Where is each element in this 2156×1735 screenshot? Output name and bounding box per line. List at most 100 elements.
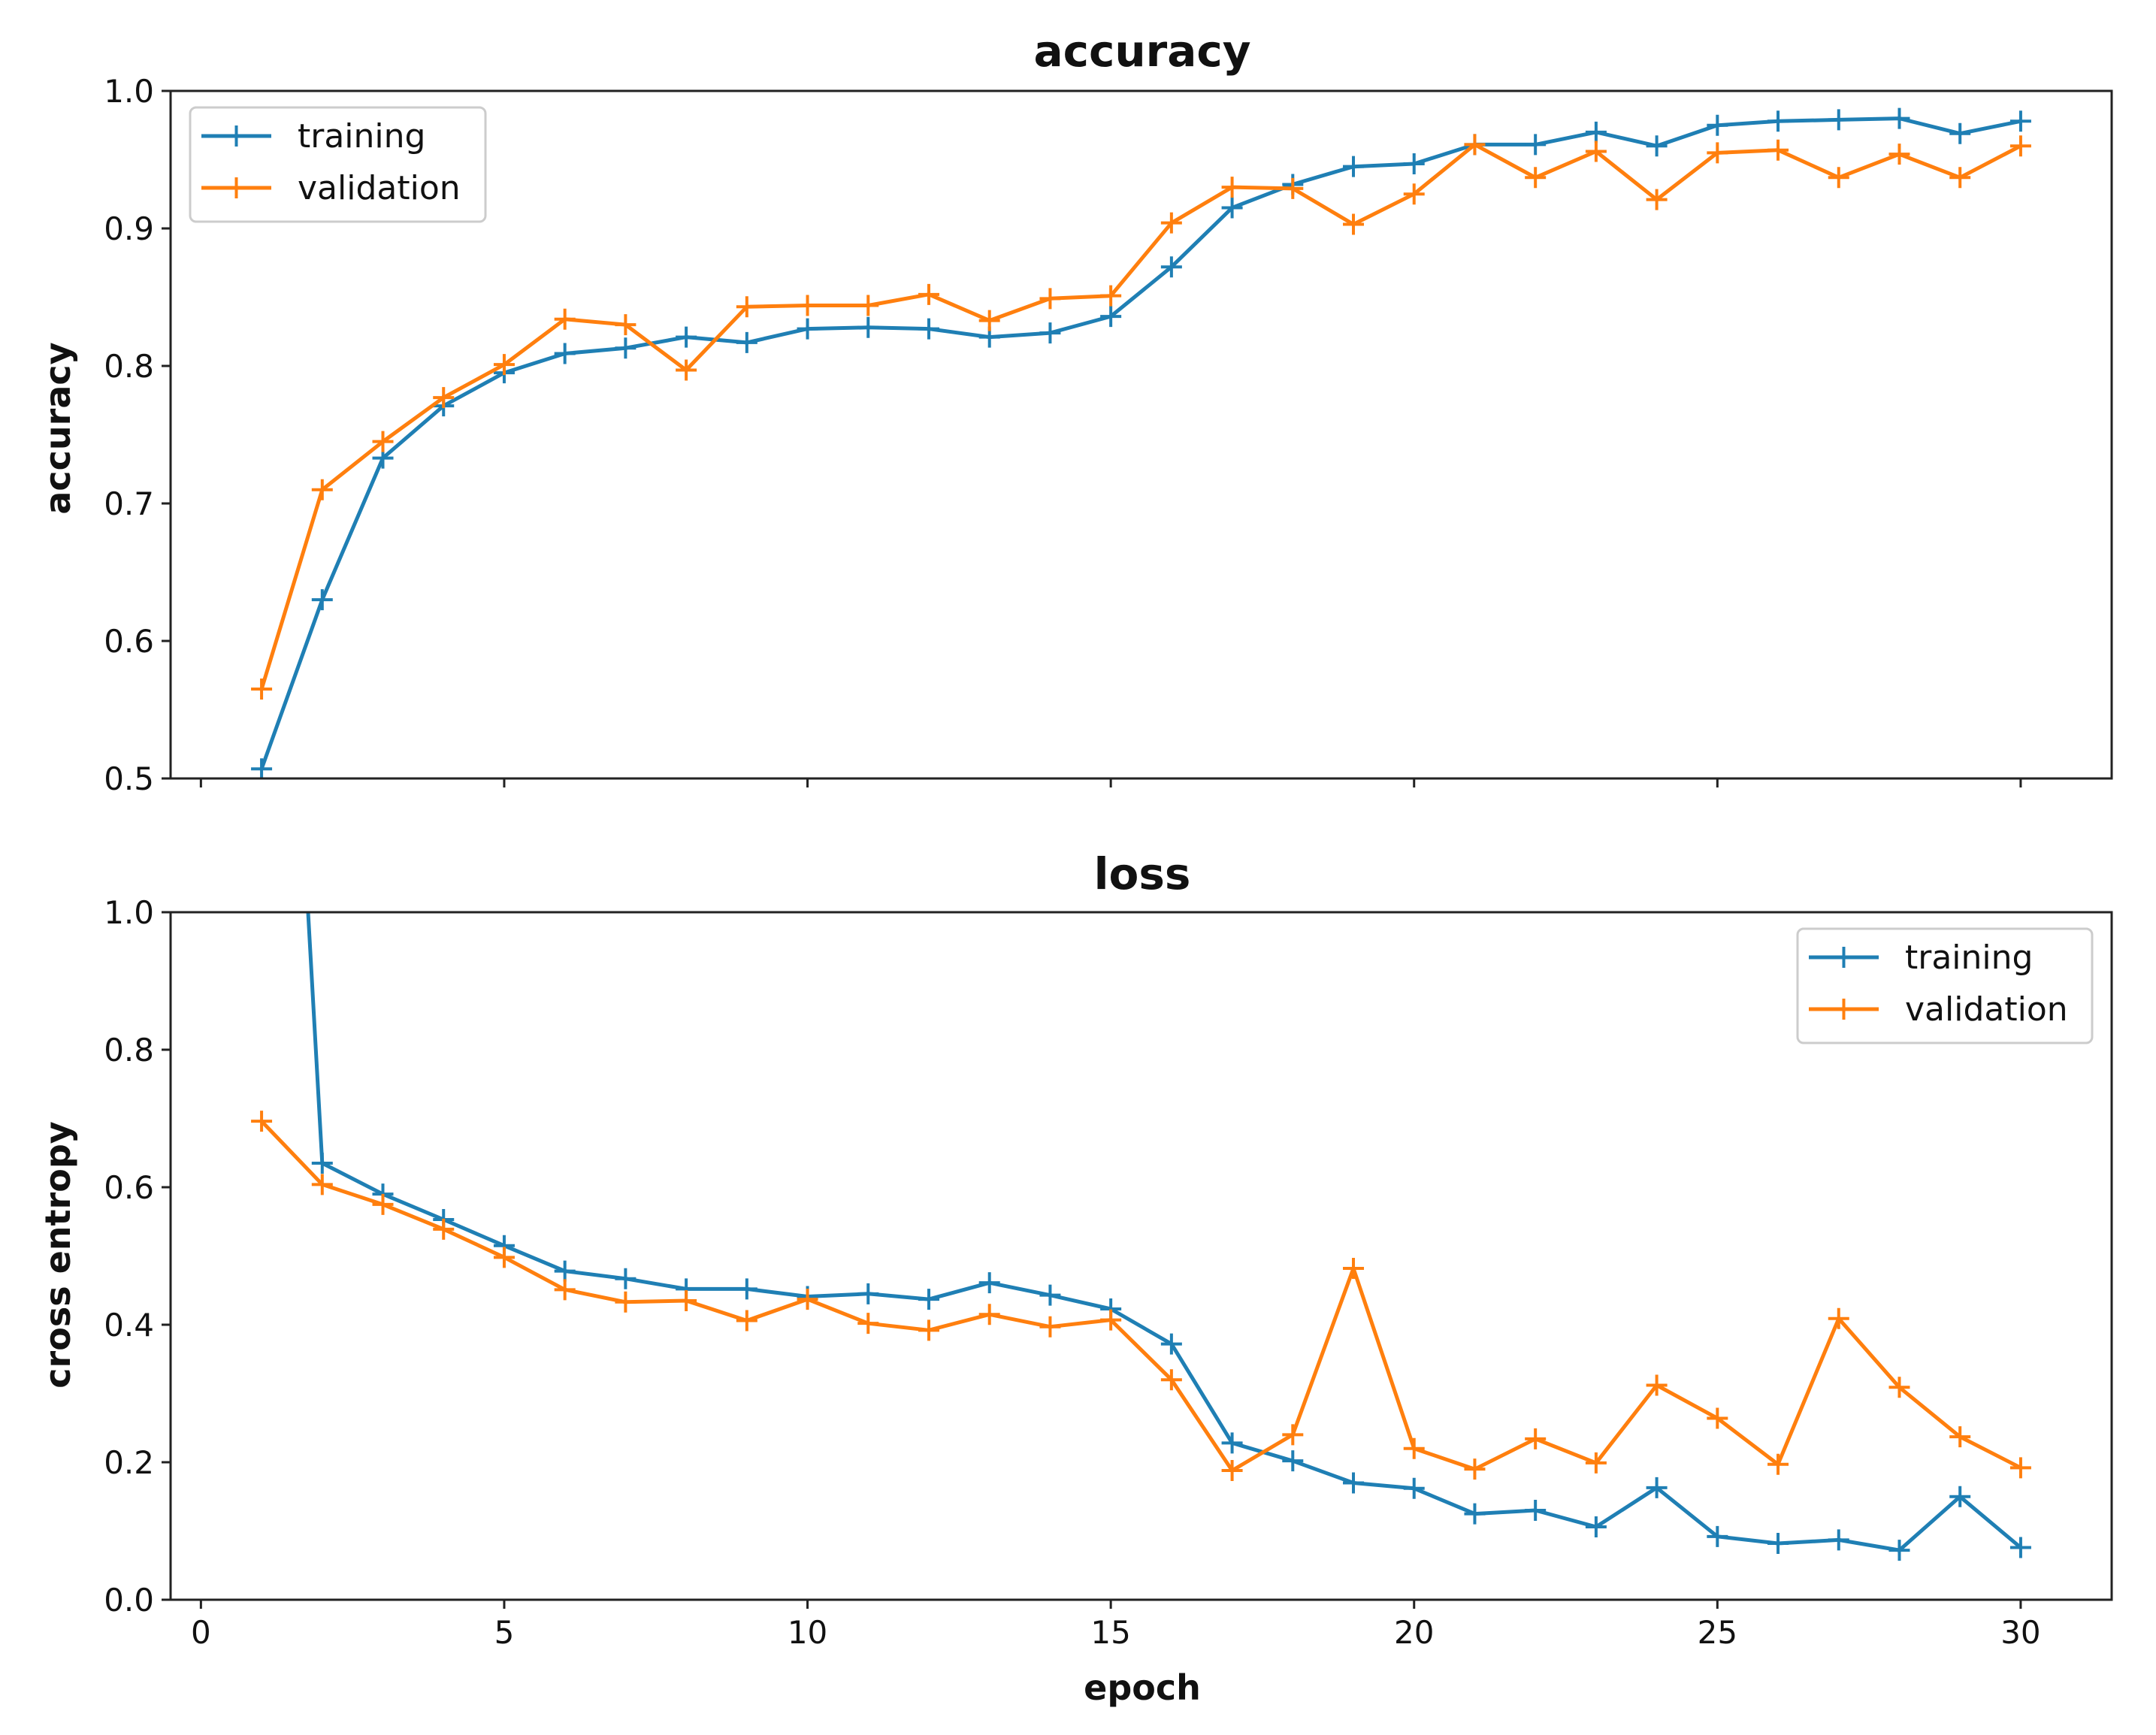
- accuracy-validation-point: [1160, 212, 1182, 234]
- accuracy-training-point: [1888, 107, 1910, 129]
- loss-legend-training-marker: [1833, 947, 1855, 968]
- loss-validation-point: [676, 1289, 697, 1311]
- loss-training-point: [1464, 1503, 1486, 1525]
- accuracy-legend-training-marker: [225, 125, 247, 147]
- accuracy-plot-area: [171, 91, 2112, 778]
- accuracy-legend-training-label: training: [298, 117, 425, 156]
- loss-validation-point: [2009, 1457, 2031, 1479]
- loss-training-point: [1221, 1432, 1243, 1454]
- accuracy-y-tick-label: 0.5: [104, 760, 154, 797]
- loss-validation-point: [1282, 1424, 1304, 1446]
- accuracy-validation-point: [857, 295, 879, 316]
- loss-validation-point: [433, 1218, 455, 1240]
- loss-training-point: [311, 1152, 333, 1174]
- accuracy-validation-point: [1828, 167, 1849, 189]
- loss-validation-point: [615, 1291, 637, 1313]
- accuracy-validation-point: [1525, 167, 1547, 189]
- loss-legend: training validation: [1796, 927, 2094, 1044]
- loss-validation-point: [1403, 1437, 1425, 1459]
- loss-x-axis-label: epoch: [1084, 1667, 1201, 1708]
- loss-training-point: [1282, 1450, 1304, 1472]
- loss-training-point: [1343, 1472, 1365, 1494]
- loss-training-point: [978, 1272, 1000, 1294]
- loss-plot-frame: [169, 911, 2113, 1601]
- loss-validation-line: [260, 1120, 2022, 1473]
- loss-x-tick-label: 0: [191, 1614, 211, 1651]
- loss-training-point: [1949, 1486, 1971, 1507]
- loss-validation-point: [1100, 1309, 1122, 1331]
- loss-legend-validation-marker: [1833, 999, 1855, 1020]
- loss-ticks: 0 5 10 15 20 25 30 0.0 0.2 0.4 0.6 0.8 1.0: [104, 894, 2040, 1651]
- accuracy-validation-point: [978, 310, 1000, 331]
- accuracy-y-tick-label: 0.6: [104, 623, 154, 660]
- loss-validation-point: [1160, 1369, 1182, 1391]
- accuracy-validation-point: [311, 479, 333, 500]
- accuracy-training-point: [857, 316, 879, 338]
- accuracy-training-point: [1949, 122, 1971, 144]
- loss-validation-point: [797, 1289, 818, 1310]
- accuracy-plot-frame: [169, 89, 2113, 780]
- loss-y-tick-label: 0.2: [104, 1444, 154, 1481]
- loss-chart-title: loss: [1094, 848, 1191, 899]
- loss-validation-point: [1767, 1453, 1789, 1475]
- accuracy-training-point: [1828, 109, 1849, 131]
- accuracy-training-point: [1160, 256, 1182, 278]
- loss-validation-series: [251, 1111, 2031, 1481]
- loss-training-point: [1585, 1516, 1607, 1538]
- accuracy-training-point: [1403, 153, 1425, 174]
- loss-x-tick-label: 5: [494, 1614, 515, 1651]
- accuracy-validation-point: [1767, 139, 1789, 161]
- loss-training-point: [554, 1260, 576, 1282]
- loss-validation-point: [1039, 1316, 1061, 1338]
- loss-validation-point: [857, 1313, 879, 1334]
- loss-training-point: [615, 1268, 637, 1289]
- accuracy-validation-point: [372, 431, 394, 452]
- accuracy-validation-point: [1221, 177, 1243, 198]
- loss-legend-training-label: training: [1905, 939, 2033, 977]
- accuracy-validation-point: [1888, 144, 1910, 165]
- loss-validation-point: [311, 1174, 333, 1195]
- accuracy-training-point: [797, 318, 818, 340]
- accuracy-y-tick-label: 0.7: [104, 485, 154, 522]
- accuracy-training-point: [2009, 110, 2031, 132]
- accuracy-legend-validation-label: validation: [298, 169, 461, 207]
- accuracy-validation-point: [1646, 189, 1668, 210]
- accuracy-panel: accuracy accuracy 0.5 0.6 0.7 0.8 0.9 1.0 tra…: [38, 26, 2113, 797]
- loss-validation-point: [1221, 1459, 1243, 1481]
- loss-validation-point: [1949, 1426, 1971, 1448]
- loss-validation-point: [554, 1279, 576, 1301]
- loss-training-point: [1160, 1333, 1182, 1355]
- loss-validation-point: [1707, 1407, 1728, 1429]
- loss-validation-point: [1464, 1458, 1486, 1480]
- accuracy-training-point: [1221, 197, 1243, 219]
- accuracy-training-point: [311, 589, 333, 611]
- loss-validation-point: [978, 1304, 1000, 1325]
- accuracy-training-point: [1100, 306, 1122, 328]
- accuracy-validation-point: [1949, 167, 1971, 189]
- accuracy-series-layer: [251, 107, 2031, 778]
- loss-training-point: [1707, 1525, 1728, 1547]
- accuracy-validation-point: [554, 308, 576, 330]
- accuracy-validation-point: [1343, 213, 1365, 235]
- loss-training-point: [918, 1289, 939, 1310]
- loss-y-tick-label: 0.4: [104, 1307, 154, 1344]
- accuracy-training-point: [1767, 110, 1789, 132]
- accuracy-y-axis-label: accuracy: [38, 342, 78, 514]
- accuracy-validation-point: [1585, 141, 1607, 162]
- loss-training-point: [1646, 1477, 1668, 1498]
- loss-training-point: [857, 1283, 879, 1304]
- loss-y-tick-label: 0.6: [104, 1169, 154, 1206]
- loss-validation-point: [918, 1319, 939, 1341]
- loss-training-point: [1767, 1532, 1789, 1554]
- loss-validation-point: [736, 1310, 757, 1331]
- accuracy-validation-point: [1707, 142, 1728, 164]
- loss-validation-point: [1646, 1374, 1668, 1396]
- loss-training-point: [736, 1278, 757, 1300]
- accuracy-validation-point: [1464, 134, 1486, 156]
- loss-validation-point: [1585, 1452, 1607, 1474]
- loss-training-point: [1828, 1529, 1849, 1551]
- loss-panel: loss cross entropy epoch 0 5 10 15 20 25 30 0.0…: [38, 848, 2113, 1708]
- accuracy-training-point: [1646, 135, 1668, 157]
- loss-training-point: [1525, 1500, 1547, 1522]
- loss-validation-point: [251, 1111, 273, 1132]
